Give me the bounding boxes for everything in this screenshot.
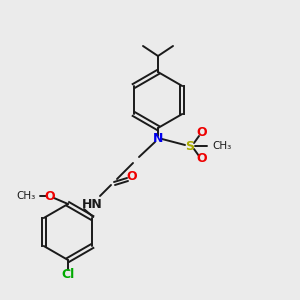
Text: O: O [197, 152, 207, 166]
Text: HN: HN [82, 197, 102, 211]
Text: S: S [185, 140, 194, 152]
Text: N: N [153, 131, 163, 145]
Text: O: O [197, 127, 207, 140]
Text: O: O [127, 170, 137, 184]
Text: CH₃: CH₃ [17, 191, 36, 201]
Text: CH₃: CH₃ [212, 141, 231, 151]
Text: Cl: Cl [61, 268, 75, 281]
Text: O: O [45, 190, 55, 202]
